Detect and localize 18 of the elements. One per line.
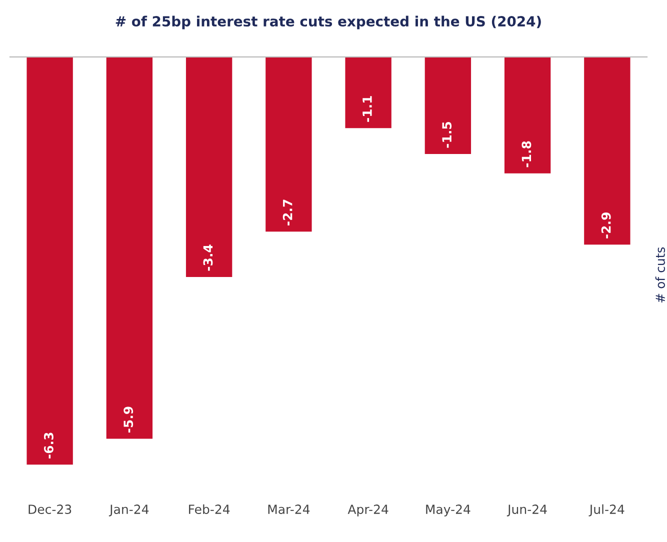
data-label: -3.4 (203, 244, 213, 271)
data-label: -1.8 (522, 141, 532, 168)
x-tick-label: Mar-24 (268, 504, 310, 514)
data-label: -6.3 (44, 432, 54, 458)
x-tick-label: May-24 (426, 504, 470, 516)
x-tick-label: Apr-24 (348, 504, 388, 516)
x-tick-label: Jul-24 (588, 504, 624, 516)
data-label: -5.9 (124, 406, 134, 433)
y-axis-title: # of cuts (655, 247, 665, 302)
chart-title: # of 25bp interest rate cuts expected in the US (2024) (116, 16, 541, 30)
data-label: -2.7 (282, 200, 292, 226)
x-tick-label: Feb-24 (189, 504, 230, 514)
data-label: -1.1 (362, 96, 372, 122)
x-tick-label: Jun-24 (506, 504, 547, 516)
x-tick-label: Dec-23 (28, 504, 72, 514)
x-tick-label: Jan-24 (108, 504, 149, 516)
data-label: -2.9 (601, 212, 611, 238)
data-label: -1.5 (442, 122, 452, 148)
